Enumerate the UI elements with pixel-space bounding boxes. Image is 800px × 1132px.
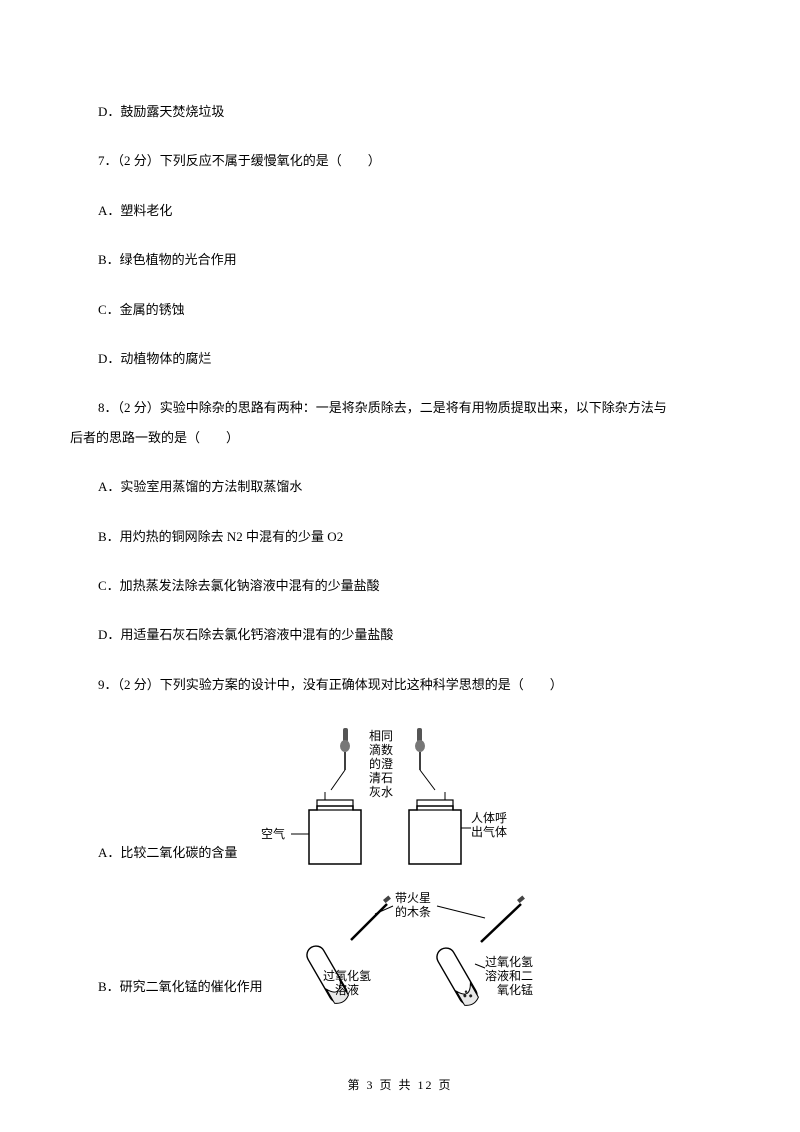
page-footer: 第 3 页 共 12 页 bbox=[0, 1075, 800, 1097]
d2-top-l1: 带火星 bbox=[395, 891, 431, 905]
d2-left-l1: 过氧化氢 bbox=[323, 968, 371, 983]
d2-left-l2: 溶液 bbox=[335, 982, 359, 997]
q8-option-d: D．用适量石灰石除去氯化钙溶液中混有的少量盐酸 bbox=[70, 623, 730, 646]
d1-text-l1: 相同 bbox=[369, 729, 393, 743]
q9-option-a-label: A．比较二氧化碳的含量 bbox=[70, 841, 237, 872]
tube-right bbox=[433, 945, 480, 1006]
dropper-right bbox=[415, 728, 435, 790]
d1-left-label: 空气 bbox=[261, 826, 285, 841]
d1-text-l4: 清石 bbox=[369, 771, 393, 785]
question-7: 7．（2 分）下列反应不属于缓慢氧化的是（ ） bbox=[70, 149, 730, 172]
d1-right-label-l2: 出气体 bbox=[471, 824, 507, 839]
d2-right-l2: 溶液和二 bbox=[485, 968, 533, 983]
q9-option-b-row: B．研究二氧化锰的催化作用 带火星 的木条 过氧化氢 溶液 过氧化氢 bbox=[70, 886, 730, 1006]
d2-right-l3: 氧化锰 bbox=[497, 982, 533, 997]
q7-option-b: B．绿色植物的光合作用 bbox=[70, 248, 730, 271]
question-8-line1: 8．（2 分）实验中除杂的思路有两种：一是将杂质除去，二是将有用物质提取出来，以… bbox=[70, 396, 730, 419]
question-9: 9．（2 分）下列实验方案的设计中，没有正确体现对比这种科学思想的是（ ） bbox=[70, 673, 730, 696]
q9-option-a-row: A．比较二氧化碳的含量 相同 滴数 的澄 清石 灰水 bbox=[70, 722, 730, 872]
q7-option-c: C．金属的锈蚀 bbox=[70, 298, 730, 321]
q7-option-d: D．动植物体的腐烂 bbox=[70, 347, 730, 370]
q8-option-c: C．加热蒸发法除去氯化钠溶液中混有的少量盐酸 bbox=[70, 574, 730, 597]
d1-text-l3: 的澄 bbox=[369, 756, 393, 771]
d1-text-l5: 灰水 bbox=[369, 785, 393, 799]
diagram-mno2-catalyst: 带火星 的木条 过氧化氢 溶液 过氧化氢 溶液和二 氧化锰 bbox=[275, 886, 575, 1006]
q8-option-a: A．实验室用蒸馏的方法制取蒸馏水 bbox=[70, 475, 730, 498]
d1-text-l2: 滴数 bbox=[369, 742, 393, 757]
q9-option-b-label: B．研究二氧化锰的催化作用 bbox=[70, 975, 263, 1006]
d1-right-label-l1: 人体呼 bbox=[471, 811, 507, 825]
q8-option-b: B．用灼热的铜网除去 N2 中混有的少量 O2 bbox=[70, 525, 730, 548]
diagram-co2-compare: 相同 滴数 的澄 清石 灰水 空气 bbox=[249, 722, 529, 872]
prev-option-d: D．鼓励露天焚烧垃圾 bbox=[70, 100, 730, 123]
d2-top-l2: 的木条 bbox=[395, 904, 431, 919]
q7-option-a: A．塑料老化 bbox=[70, 199, 730, 222]
dropper-left bbox=[331, 728, 350, 790]
d2-right-l1: 过氧化氢 bbox=[485, 954, 533, 969]
bottle-right bbox=[409, 792, 461, 864]
question-8-line2: 后者的思路一致的是（ ） bbox=[70, 426, 730, 449]
bottle-left bbox=[309, 792, 361, 864]
